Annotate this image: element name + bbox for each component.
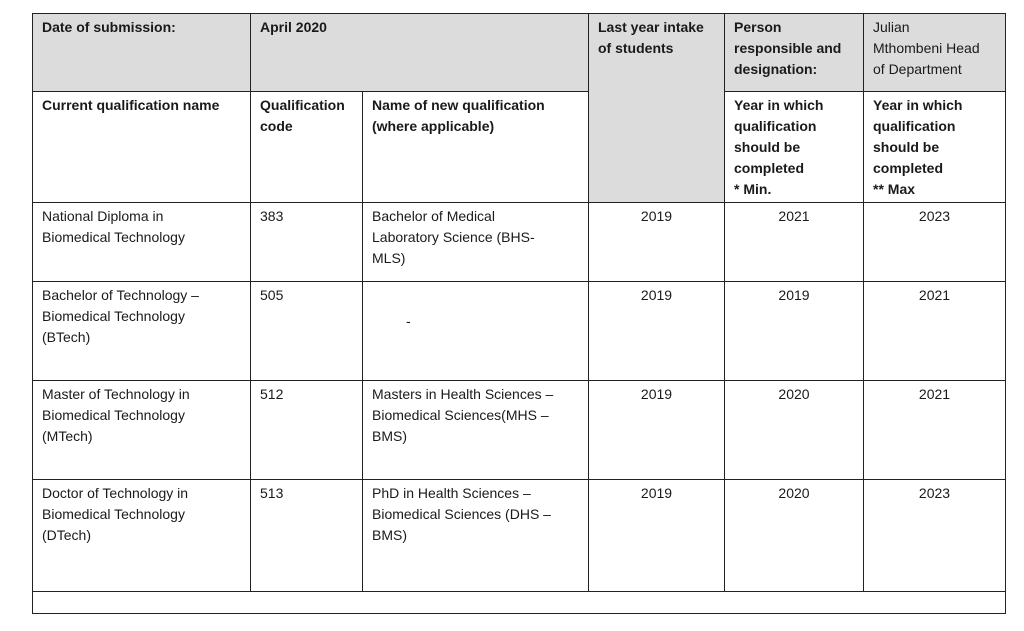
new-qualification-cell: Masters in Health Sciences – Biomedical … <box>362 380 589 480</box>
qualification-code-cell: 513 <box>250 479 363 592</box>
header-row-columns: Current qualification name Qualification… <box>32 91 1006 203</box>
qualification-table: Date of submission: April 2020 Last year… <box>32 13 1006 614</box>
intake-year-cell: 2019 <box>588 479 725 592</box>
last-year-intake-header: Last year intake of students <box>588 13 725 203</box>
max-year-cell: 2021 <box>863 281 1006 381</box>
col-year-max: Year in which qualification should be co… <box>863 91 1006 203</box>
intake-year-cell: 2019 <box>588 281 725 381</box>
new-qualification-dash: - <box>406 313 411 329</box>
new-qualification-cell: - <box>362 281 589 381</box>
qualification-code-cell: 383 <box>250 202 363 282</box>
table-row: Bachelor of Technology – Biomedical Tech… <box>32 281 1006 381</box>
new-qualification-cell: PhD in Health Sciences – Biomedical Scie… <box>362 479 589 592</box>
col-current-qualification: Current qualification name <box>32 91 251 203</box>
current-qualification-cell: Bachelor of Technology – Biomedical Tech… <box>32 281 251 381</box>
qualification-code-cell: 512 <box>250 380 363 480</box>
person-responsible-value: Julian Mthombeni Head of Department <box>863 13 1006 92</box>
date-of-submission-label: Date of submission: <box>32 13 251 92</box>
intake-year-cell: 2019 <box>588 202 725 282</box>
person-responsible-label: Person responsible and designation: <box>724 13 864 92</box>
table-row: Doctor of Technology in Biomedical Techn… <box>32 479 1006 592</box>
max-year-cell: 2023 <box>863 202 1006 282</box>
min-year-cell: 2020 <box>724 380 864 480</box>
empty-footer-cell <box>32 591 1006 614</box>
qualification-code-cell: 505 <box>250 281 363 381</box>
current-qualification-cell: Doctor of Technology in Biomedical Techn… <box>32 479 251 592</box>
max-year-cell: 2021 <box>863 380 1006 480</box>
col-qualification-code: Qualification code <box>250 91 363 203</box>
header-row-submission: Date of submission: April 2020 Last year… <box>32 13 1006 203</box>
min-year-cell: 2020 <box>724 479 864 592</box>
current-qualification-cell: National Diploma in Biomedical Technolog… <box>32 202 251 282</box>
min-year-cell: 2019 <box>724 281 864 381</box>
date-of-submission-value: April 2020 <box>250 13 589 92</box>
min-year-cell: 2021 <box>724 202 864 282</box>
table-row: National Diploma in Biomedical Technolog… <box>32 202 1006 282</box>
table-row: Master of Technology in Biomedical Techn… <box>32 380 1006 480</box>
empty-footer-row <box>32 591 1006 614</box>
col-new-qualification: Name of new qualification (where applica… <box>362 91 589 203</box>
max-year-cell: 2023 <box>863 479 1006 592</box>
new-qualification-cell: Bachelor of Medical Laboratory Science (… <box>362 202 589 282</box>
current-qualification-cell: Master of Technology in Biomedical Techn… <box>32 380 251 480</box>
intake-year-cell: 2019 <box>588 380 725 480</box>
col-year-min: Year in which qualification should be co… <box>724 91 864 203</box>
